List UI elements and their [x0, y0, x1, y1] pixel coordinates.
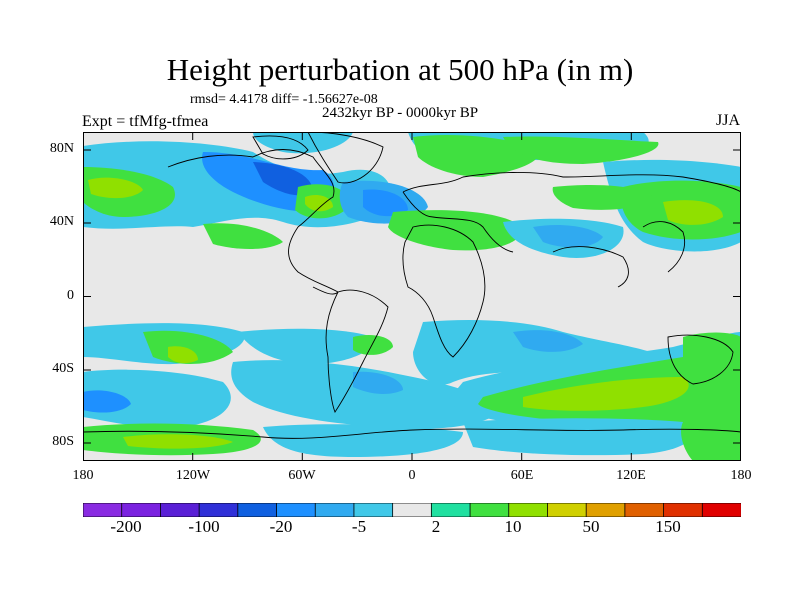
lon-label-180w: 180 [72, 468, 94, 483]
period-label: 2432kyr BP - 0000kyr BP [322, 105, 479, 121]
colorbar-swatch [469, 503, 510, 517]
colorbar-label: -20 [269, 517, 293, 536]
colorbar-swatch [585, 503, 626, 517]
map-panel [83, 132, 741, 461]
colorbar-swatch [276, 503, 316, 517]
colorbar-label: 50 [582, 517, 600, 536]
colorbar-swatch [547, 503, 587, 517]
colorbar-swatch [663, 503, 704, 517]
coastlines [83, 132, 741, 439]
lat-label-40n: 40N [49, 214, 74, 229]
colorbar-label: 10 [504, 517, 522, 536]
colorbar-label: -200 [110, 517, 142, 536]
contour-field [83, 132, 741, 461]
colorbar-label: 2 [431, 517, 441, 536]
colorbar-swatch [121, 503, 162, 517]
axis-ticks [83, 132, 741, 461]
colorbar-swatch [392, 503, 433, 517]
map-title: Height perturbation at 500 hPa (in m) [166, 52, 634, 87]
colorbar-swatch [353, 503, 394, 517]
colorbar-swatch [701, 503, 741, 517]
colorbar-swatch [508, 503, 549, 517]
lon-label-0: 0 [408, 468, 416, 483]
lon-label-120e: 120E [616, 468, 646, 483]
lat-label-80s: 80S [52, 434, 74, 449]
colorbar [83, 503, 741, 517]
lat-label-80n: 80N [49, 141, 74, 156]
experiment-label: Expt = tfMfg-tfmea [82, 113, 209, 130]
season-label: JJA [716, 112, 741, 129]
lon-label-60w: 60W [288, 468, 316, 483]
colorbar-swatch [83, 503, 123, 517]
colorbar-label: 150 [655, 517, 681, 536]
colorbar-swatch [624, 503, 665, 517]
lon-label-60e: 60E [510, 468, 534, 483]
colorbar-label: -5 [351, 517, 367, 536]
colorbar-swatch [160, 503, 200, 517]
colorbar-swatch [314, 503, 355, 517]
colorbar-swatch [198, 503, 239, 517]
colorbar-swatch [237, 503, 278, 517]
lon-label-180e: 180 [730, 468, 752, 483]
lat-label-40s: 40S [52, 361, 74, 376]
lat-label-0: 0 [67, 288, 74, 303]
colorbar-swatch [430, 503, 471, 517]
stats-line: rmsd= 4.4178 diff= -1.56627e-08 [190, 92, 378, 107]
lon-label-120w: 120W [175, 468, 211, 483]
colorbar-label: -100 [188, 517, 220, 536]
